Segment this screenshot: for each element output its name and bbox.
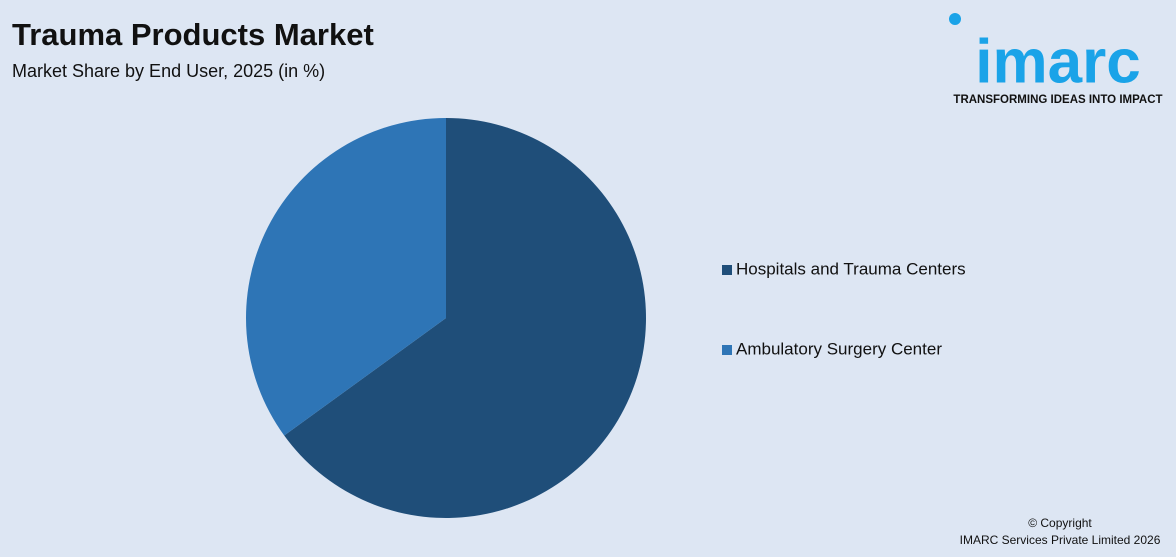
logo-dot bbox=[949, 13, 961, 25]
legend-label: Ambulatory Surgery Center bbox=[736, 339, 942, 358]
copyright: © Copyright bbox=[1028, 516, 1092, 530]
logo-tagline: TRANSFORMING IDEAS INTO IMPACT bbox=[953, 94, 1162, 106]
legend-swatch bbox=[722, 345, 732, 355]
pie-slice bbox=[284, 118, 646, 518]
logo-text: imarc bbox=[975, 27, 1140, 96]
chart-title: Trauma Products Market bbox=[12, 17, 374, 52]
legend-swatch bbox=[722, 265, 732, 275]
legend-label: Hospitals and Trauma Centers bbox=[736, 259, 966, 278]
footer-company: IMARC Services Private Limited 2026 bbox=[960, 533, 1161, 547]
pie-slice bbox=[246, 117, 446, 436]
chart-subtitle: Market Share by End User, 2025 (in %) bbox=[12, 61, 325, 81]
